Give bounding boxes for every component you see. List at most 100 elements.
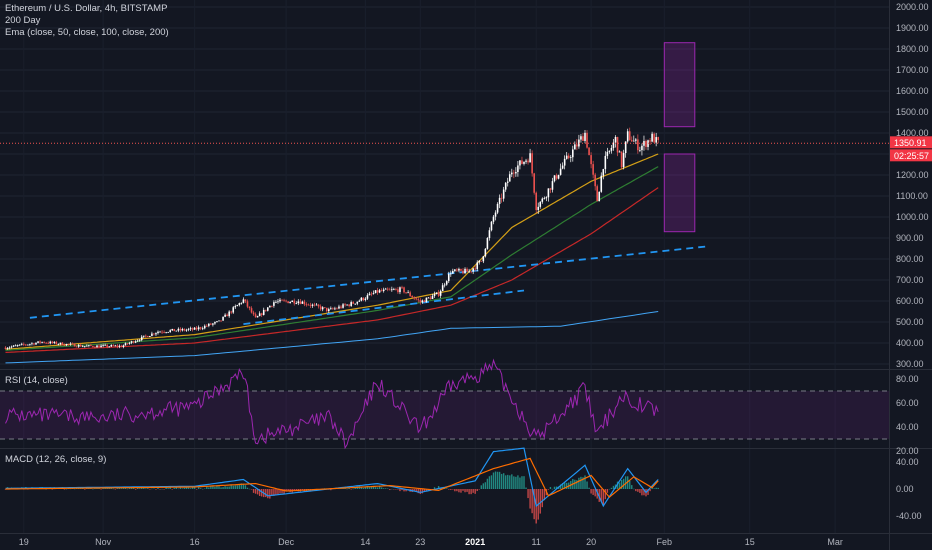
candle-body: [317, 304, 320, 307]
candle-body: [14, 345, 17, 347]
macd-histogram-bar: [372, 485, 375, 489]
macd-histogram-bar: [468, 489, 470, 495]
candle-body: [29, 344, 31, 345]
candle-body: [531, 153, 533, 174]
price-scale[interactable]: 2000.00 1900.00 1800.00 1700.00 1600.00 1500.…: [890, 2, 932, 521]
macd-histogram-bar: [649, 489, 651, 492]
candle-body: [55, 341, 58, 345]
macd-histogram-bar: [145, 488, 147, 490]
candle-body: [212, 323, 214, 325]
macd-histogram-bar: [383, 488, 385, 489]
projection-boxes[interactable]: [663, 42, 696, 233]
candle-body: [454, 269, 456, 271]
macd-histogram-bar: [600, 489, 602, 502]
candle-body: [389, 289, 391, 291]
candle-body: [364, 298, 367, 301]
candle-body: [386, 288, 389, 290]
macd-histogram-bar: [295, 489, 297, 491]
time-tick-label: 20: [586, 537, 596, 547]
candle-body: [147, 336, 149, 338]
candle-body: [545, 197, 548, 199]
macd-histogram-bar: [647, 489, 649, 495]
rsi-tick-label: 40.00: [896, 422, 919, 432]
candle-body: [429, 297, 432, 300]
macd-histogram-bar: [578, 477, 580, 489]
last-price-tag[interactable]: [890, 136, 932, 149]
macd-histogram-bar: [549, 486, 552, 489]
macd-histogram-bar: [476, 489, 478, 492]
macd-histogram-bar: [517, 475, 519, 489]
candle-body: [112, 345, 115, 346]
candle-body: [415, 298, 418, 300]
macd-histogram-bar: [624, 476, 627, 489]
candle-body: [57, 344, 60, 345]
candle-body: [120, 345, 123, 348]
macd-histogram-bar: [238, 484, 241, 489]
upper-channel-trendline[interactable]: [29, 245, 708, 319]
macd-histogram-bar: [374, 487, 377, 489]
macd-title[interactable]: MACD (12, 26, close, 9): [5, 454, 107, 465]
rsi-legend: RSI (14, close): [5, 375, 68, 387]
ema-study-label[interactable]: Ema (close, 50, close, 100, close, 200): [5, 27, 169, 38]
candle-body: [332, 308, 334, 310]
candle-body: [307, 304, 310, 306]
macd-histogram-bar: [171, 489, 173, 490]
macd-histogram-bar: [177, 488, 180, 490]
candle-body: [149, 335, 151, 338]
candle-body: [419, 300, 422, 303]
macd-histogram-bar: [189, 488, 192, 489]
candle-body: [102, 345, 104, 346]
upper-projection-box[interactable]: [663, 42, 696, 128]
macd-histogram-bar: [635, 489, 637, 492]
price-tick-label: 1500.00: [896, 107, 929, 117]
candle-body: [539, 201, 542, 207]
candle-body: [155, 333, 157, 335]
candle-body: [582, 136, 584, 141]
candle-body: [596, 186, 598, 202]
price-tick-label: 1700.00: [896, 65, 929, 75]
price-tick-label: 1900.00: [896, 23, 929, 33]
macd-pane: [4, 447, 659, 524]
candle-body: [197, 327, 200, 330]
macd-histogram-bar: [602, 489, 604, 506]
candle-body: [283, 300, 285, 302]
trendlines[interactable]: [29, 245, 708, 325]
macd-histogram-bar: [195, 489, 198, 490]
macd-histogram-bar: [293, 489, 295, 491]
symbol-title[interactable]: Ethereum / U.S. Dollar, 4h, BITSTAMP: [5, 3, 168, 14]
lower-projection-box[interactable]: [663, 153, 696, 233]
macd-histogram-bar: [134, 489, 137, 490]
macd-histogram-bar: [486, 478, 489, 489]
macd-histogram-bar: [368, 486, 371, 489]
macd-histogram-bar: [403, 489, 405, 492]
candle-body: [515, 171, 517, 174]
candle-body: [504, 182, 507, 190]
candle-body: [563, 158, 566, 166]
candle-body: [655, 137, 657, 143]
macd-histogram-bar: [563, 482, 566, 489]
candle-body: [561, 165, 564, 169]
candle-body: [462, 270, 464, 274]
macd-histogram-bar: [216, 485, 218, 489]
candle-body: [511, 172, 513, 175]
macd-histogram-bar: [139, 488, 141, 490]
rsi-title[interactable]: RSI (14, close): [5, 375, 68, 386]
candle-body: [513, 172, 515, 174]
candle-body: [323, 307, 326, 309]
candle-body: [252, 312, 255, 315]
candle-body: [260, 313, 263, 315]
time-axis[interactable]: 19 Nov 16 Dec 14 23 2021 11 20 Feb 15 Mar: [19, 537, 843, 547]
candle-body: [77, 344, 80, 347]
candle-body: [370, 293, 373, 295]
macd-histogram-bar: [169, 487, 171, 489]
candle-body: [639, 150, 641, 151]
macd-histogram-bar: [155, 489, 157, 490]
macd-histogram-bar: [452, 489, 454, 490]
candle-body: [244, 299, 247, 302]
candle-body: [116, 345, 119, 347]
ma-200-day-label[interactable]: 200 Day: [5, 15, 41, 26]
signal-line: [5, 457, 659, 499]
grid: [0, 6, 889, 365]
macd-histogram-bar: [222, 487, 224, 489]
